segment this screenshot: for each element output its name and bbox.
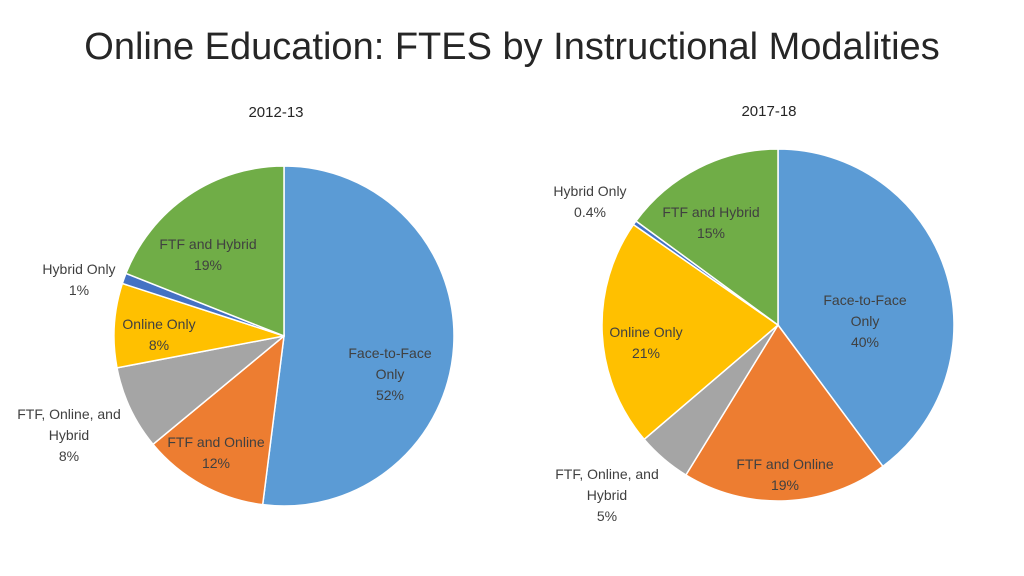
pie-chart-2017-18: 2017-18 Face-to-Face Only 40% FTF and Online… xyxy=(553,103,955,524)
data-label-face-to-face-only: Face-to-Face Only 40% xyxy=(823,292,906,350)
data-label-ftf-online-and-hybrid: FTF, Online, and Hybrid 5% xyxy=(555,466,659,524)
chart-title: 2012-13 xyxy=(248,104,303,121)
pie-slice-ftf-and-hybrid xyxy=(634,148,779,327)
pie-slice-ftf-and-online xyxy=(151,334,285,506)
data-label-ftf-and-online: FTF and Online 12% xyxy=(167,434,264,471)
data-label-online-only: Online Only 8% xyxy=(122,316,195,353)
pie-slice-ftf-and-hybrid xyxy=(124,165,285,338)
data-label-ftf-and-hybrid: FTF and Hybrid 19% xyxy=(159,236,256,273)
data-label-hybrid-only: Hybrid Only 0.4% xyxy=(553,183,626,220)
pie-slice-face-to-face-only xyxy=(261,165,455,507)
data-label-ftf-and-online: FTF and Online 19% xyxy=(736,456,833,493)
pie-slice-online-only xyxy=(601,223,780,441)
pie-slice-face-to-face-only xyxy=(777,148,955,468)
data-label-online-only: Online Only 21% xyxy=(609,324,682,361)
pie-chart-2012-13: 2012-13 Face-to-Face Only 52% FTF and Online… xyxy=(17,104,455,507)
data-label-ftf-and-hybrid: FTF and Hybrid 15% xyxy=(662,204,759,241)
data-label-face-to-face-only: Face-to-Face Only 52% xyxy=(348,345,431,403)
data-label-hybrid-only: Hybrid Only 1% xyxy=(42,261,115,298)
page-title: Online Education: FTES by Instructional … xyxy=(84,26,940,68)
data-label-ftf-online-and-hybrid: FTF, Online, and Hybrid 8% xyxy=(17,406,121,464)
chart-title: 2017-18 xyxy=(741,103,796,120)
pie-slice-ftf-and-online xyxy=(684,323,884,502)
